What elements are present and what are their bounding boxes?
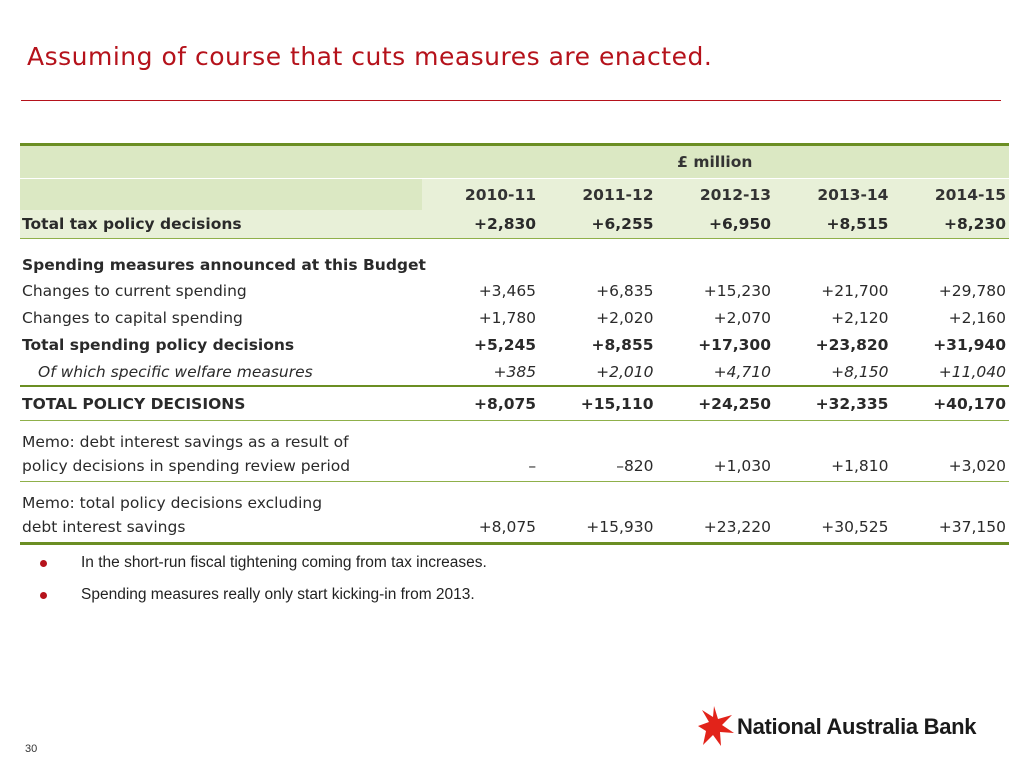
cell-value: +385 — [493, 362, 537, 381]
cell-value — [421, 420, 540, 451]
table-row: Total tax policy decisions +2,830 +6,255… — [20, 210, 1009, 239]
unit-header: £ million — [421, 143, 1009, 179]
table-row: Total spending policy decisions +5,245 +… — [20, 331, 1009, 358]
cell-value: +3,465 — [478, 281, 537, 300]
cell-value: +2,120 — [831, 308, 889, 327]
cell-value — [891, 420, 1009, 451]
cell-value: +30,525 — [774, 512, 892, 545]
star-icon — [698, 706, 734, 746]
cell-value: +15,110 — [539, 385, 657, 421]
bullet-text: Spending measures really only start kick… — [81, 586, 475, 603]
cell-value: +23,220 — [656, 512, 774, 545]
cell-value — [656, 481, 774, 512]
cell-value: +11,040 — [938, 362, 1006, 381]
cell-value: +29,780 — [938, 281, 1006, 300]
cell-value: +37,150 — [891, 512, 1009, 545]
cell-value: +2,020 — [596, 308, 654, 327]
cell-value: +1,780 — [478, 308, 537, 327]
cell-value: +3,020 — [948, 457, 1006, 475]
logo-text: National Australia Bank — [737, 714, 977, 739]
row-label: policy decisions in spending review peri… — [22, 457, 351, 475]
bullet-dot-icon — [40, 592, 47, 599]
row-label: Total tax policy decisions — [20, 210, 422, 239]
row-label: debt interest savings — [20, 512, 422, 545]
cell-value — [421, 238, 540, 277]
table-row: Of which specific welfare measures +385 … — [20, 358, 1009, 386]
year-header: 2013-14 — [774, 178, 892, 210]
year-header: 2012-13 — [656, 178, 774, 210]
cell-value — [774, 420, 892, 451]
cell-value: +5,245 — [474, 335, 537, 354]
cell-value: +6,835 — [596, 281, 654, 300]
table-row: debt interest savings +8,075 +15,930 +23… — [20, 512, 1009, 545]
table-row: Memo: debt interest savings as a result … — [20, 420, 1009, 451]
bullet-dot-icon — [40, 560, 47, 567]
cell-value: +2,010 — [596, 362, 654, 381]
bullet-text: In the short-run fiscal tightening comin… — [81, 554, 487, 571]
row-label: Changes to current spending — [22, 281, 247, 300]
cell-value: +15,930 — [539, 512, 657, 545]
cell-value: +2,160 — [948, 308, 1006, 327]
cell-value — [539, 238, 657, 277]
cell-value: +6,950 — [656, 210, 774, 239]
table-row: policy decisions in spending review peri… — [20, 451, 1009, 482]
table-row: Spending measures announced at this Budg… — [20, 238, 1009, 277]
cell-value — [656, 238, 774, 277]
nab-logo: National Australia Bank — [697, 705, 1007, 751]
row-label: Memo: total policy decisions excluding — [20, 481, 422, 512]
cell-value: +2,830 — [421, 210, 540, 239]
cell-value — [774, 238, 892, 277]
cell-value: –820 — [616, 457, 654, 475]
cell-value — [656, 420, 774, 451]
page-number: 30 — [25, 743, 38, 755]
cell-value: +40,170 — [891, 385, 1009, 421]
cell-value: +32,335 — [774, 385, 892, 421]
budget-table-container: £ million 2010-11 2011-12 2012-13 2013-1… — [20, 143, 1009, 545]
table-year-header-row: 2010-11 2011-12 2012-13 2013-14 2014-15 — [20, 178, 1009, 210]
row-label: Total spending policy decisions — [22, 335, 295, 354]
cell-value — [891, 481, 1009, 512]
row-label: Spending measures announced at this Budg… — [20, 238, 426, 277]
cell-value: +21,700 — [821, 281, 889, 300]
cell-value: +15,230 — [703, 281, 771, 300]
cell-value — [774, 481, 892, 512]
row-label: Memo: debt interest savings as a result … — [20, 420, 422, 451]
cell-value: +8,855 — [591, 335, 654, 354]
cell-value: +8,075 — [421, 512, 540, 545]
header-label-cell — [20, 178, 422, 210]
cell-value: +17,300 — [698, 335, 771, 354]
table-unit-header-row: £ million — [20, 143, 1009, 179]
cell-value: +23,820 — [815, 335, 889, 354]
cell-value: +1,810 — [831, 457, 889, 475]
cell-value: +6,255 — [539, 210, 657, 239]
cell-value: +8,150 — [831, 362, 889, 381]
cell-value: +24,250 — [656, 385, 774, 421]
cell-value: +8,075 — [421, 385, 540, 421]
budget-table: £ million 2010-11 2011-12 2012-13 2013-1… — [20, 143, 1009, 545]
cell-value — [539, 481, 657, 512]
cell-value: +1,030 — [713, 457, 771, 475]
year-header: 2011-12 — [539, 178, 657, 210]
slide-title: Assuming of course that cuts measures ar… — [27, 42, 713, 71]
cell-value: +31,940 — [933, 335, 1006, 354]
table-row: TOTAL POLICY DECISIONS +8,075 +15,110 +2… — [20, 385, 1009, 421]
cell-value — [421, 481, 540, 512]
header-label-cell — [20, 143, 422, 179]
cell-value: – — [528, 457, 537, 475]
row-label: TOTAL POLICY DECISIONS — [20, 385, 422, 421]
row-label: Changes to capital spending — [22, 308, 243, 327]
year-header: 2010-11 — [421, 178, 540, 210]
title-divider — [21, 100, 1001, 101]
year-header: 2014-15 — [891, 178, 1009, 210]
row-label: Of which specific welfare measures — [38, 362, 313, 381]
table-row: Memo: total policy decisions excluding — [20, 481, 1009, 512]
table-row: Changes to current spending +3,465 +6,83… — [20, 277, 1009, 304]
cell-value: +8,230 — [891, 210, 1009, 239]
cell-value — [539, 420, 657, 451]
cell-value — [891, 238, 1009, 277]
cell-value: +8,515 — [774, 210, 892, 239]
cell-value: +2,070 — [713, 308, 771, 327]
cell-value: +4,710 — [713, 362, 771, 381]
table-row: Changes to capital spending +1,780 +2,02… — [20, 304, 1009, 331]
